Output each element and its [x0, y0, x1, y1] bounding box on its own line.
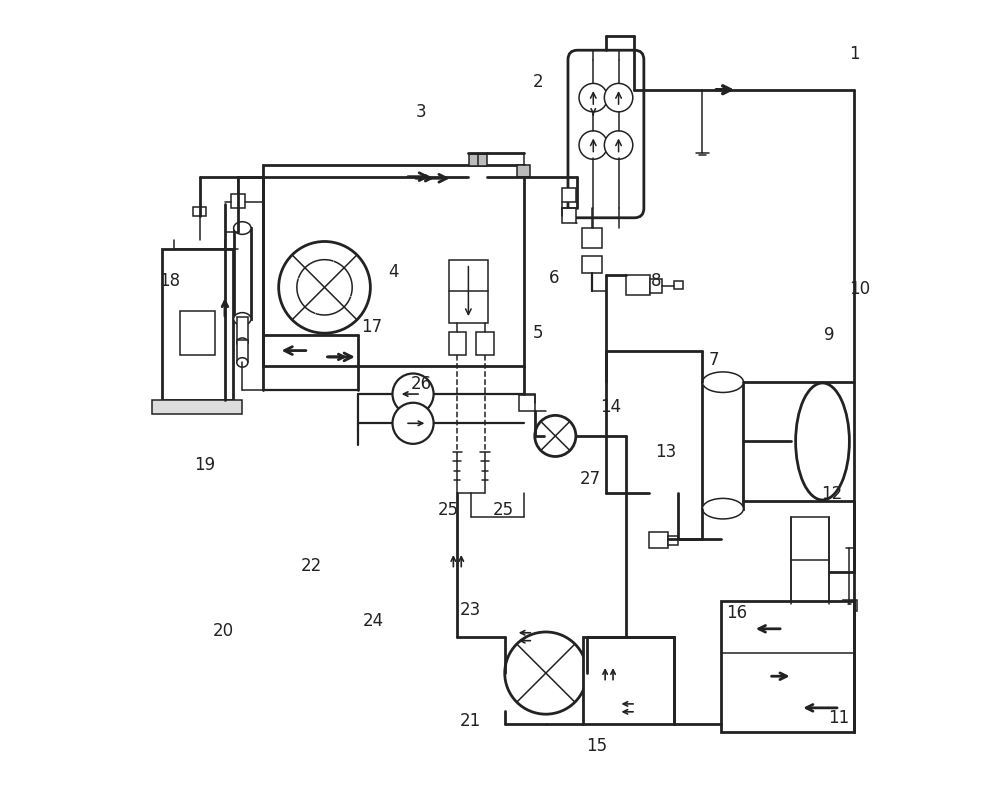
Circle shape: [392, 403, 434, 444]
Circle shape: [579, 131, 608, 159]
Text: 21: 21: [459, 712, 481, 729]
Text: 24: 24: [363, 612, 384, 630]
Text: 19: 19: [194, 456, 215, 474]
Bar: [237, 318, 248, 342]
Bar: [469, 154, 487, 166]
Text: 23: 23: [459, 601, 481, 618]
Ellipse shape: [796, 383, 849, 500]
Circle shape: [604, 84, 633, 112]
Bar: [449, 333, 466, 354]
Bar: [562, 209, 576, 223]
Text: 7: 7: [708, 351, 719, 369]
Bar: [583, 637, 674, 724]
Text: 17: 17: [361, 318, 383, 336]
Ellipse shape: [234, 313, 251, 326]
Bar: [668, 536, 678, 545]
Bar: [650, 279, 662, 293]
Text: 22: 22: [301, 556, 322, 575]
Bar: [791, 517, 829, 603]
Bar: [582, 228, 602, 248]
Text: 15: 15: [586, 737, 607, 755]
Text: 13: 13: [655, 443, 677, 461]
Text: 4: 4: [388, 263, 399, 280]
Bar: [702, 382, 743, 509]
Text: 9: 9: [824, 326, 834, 344]
Text: 25: 25: [493, 501, 514, 519]
Text: 12: 12: [821, 486, 843, 503]
Bar: [231, 194, 245, 209]
Bar: [237, 341, 248, 362]
Bar: [476, 333, 494, 354]
Text: 18: 18: [159, 272, 180, 290]
Circle shape: [579, 84, 608, 112]
Circle shape: [505, 632, 587, 714]
Ellipse shape: [702, 498, 743, 519]
Text: 25: 25: [437, 501, 458, 519]
Text: 27: 27: [580, 470, 601, 488]
Bar: [519, 395, 535, 411]
Circle shape: [604, 131, 633, 159]
Text: 10: 10: [849, 280, 870, 298]
Text: 20: 20: [213, 622, 234, 640]
Circle shape: [279, 241, 370, 334]
Bar: [234, 228, 251, 319]
Bar: [152, 400, 242, 414]
Text: 26: 26: [410, 375, 432, 392]
Bar: [649, 533, 668, 548]
Bar: [582, 256, 602, 273]
Ellipse shape: [237, 338, 248, 347]
Text: 11: 11: [828, 709, 849, 727]
Text: 5: 5: [533, 324, 543, 342]
Text: 8: 8: [651, 272, 662, 290]
Text: 1: 1: [849, 45, 859, 63]
Text: 16: 16: [727, 604, 748, 622]
Circle shape: [392, 373, 434, 415]
Bar: [449, 259, 488, 323]
Bar: [674, 281, 683, 289]
Bar: [626, 275, 650, 295]
Text: 14: 14: [600, 399, 621, 416]
Ellipse shape: [234, 222, 251, 234]
Bar: [721, 601, 854, 732]
FancyBboxPatch shape: [568, 50, 644, 218]
Circle shape: [535, 416, 576, 456]
Text: 6: 6: [549, 269, 559, 287]
Bar: [180, 311, 215, 354]
Bar: [843, 600, 857, 611]
Text: 2: 2: [533, 72, 543, 91]
Bar: [263, 165, 524, 366]
Bar: [193, 207, 206, 217]
Text: 3: 3: [416, 103, 426, 121]
Bar: [162, 249, 233, 400]
Ellipse shape: [237, 357, 248, 367]
Ellipse shape: [702, 372, 743, 392]
Bar: [562, 188, 576, 202]
Bar: [517, 165, 530, 177]
